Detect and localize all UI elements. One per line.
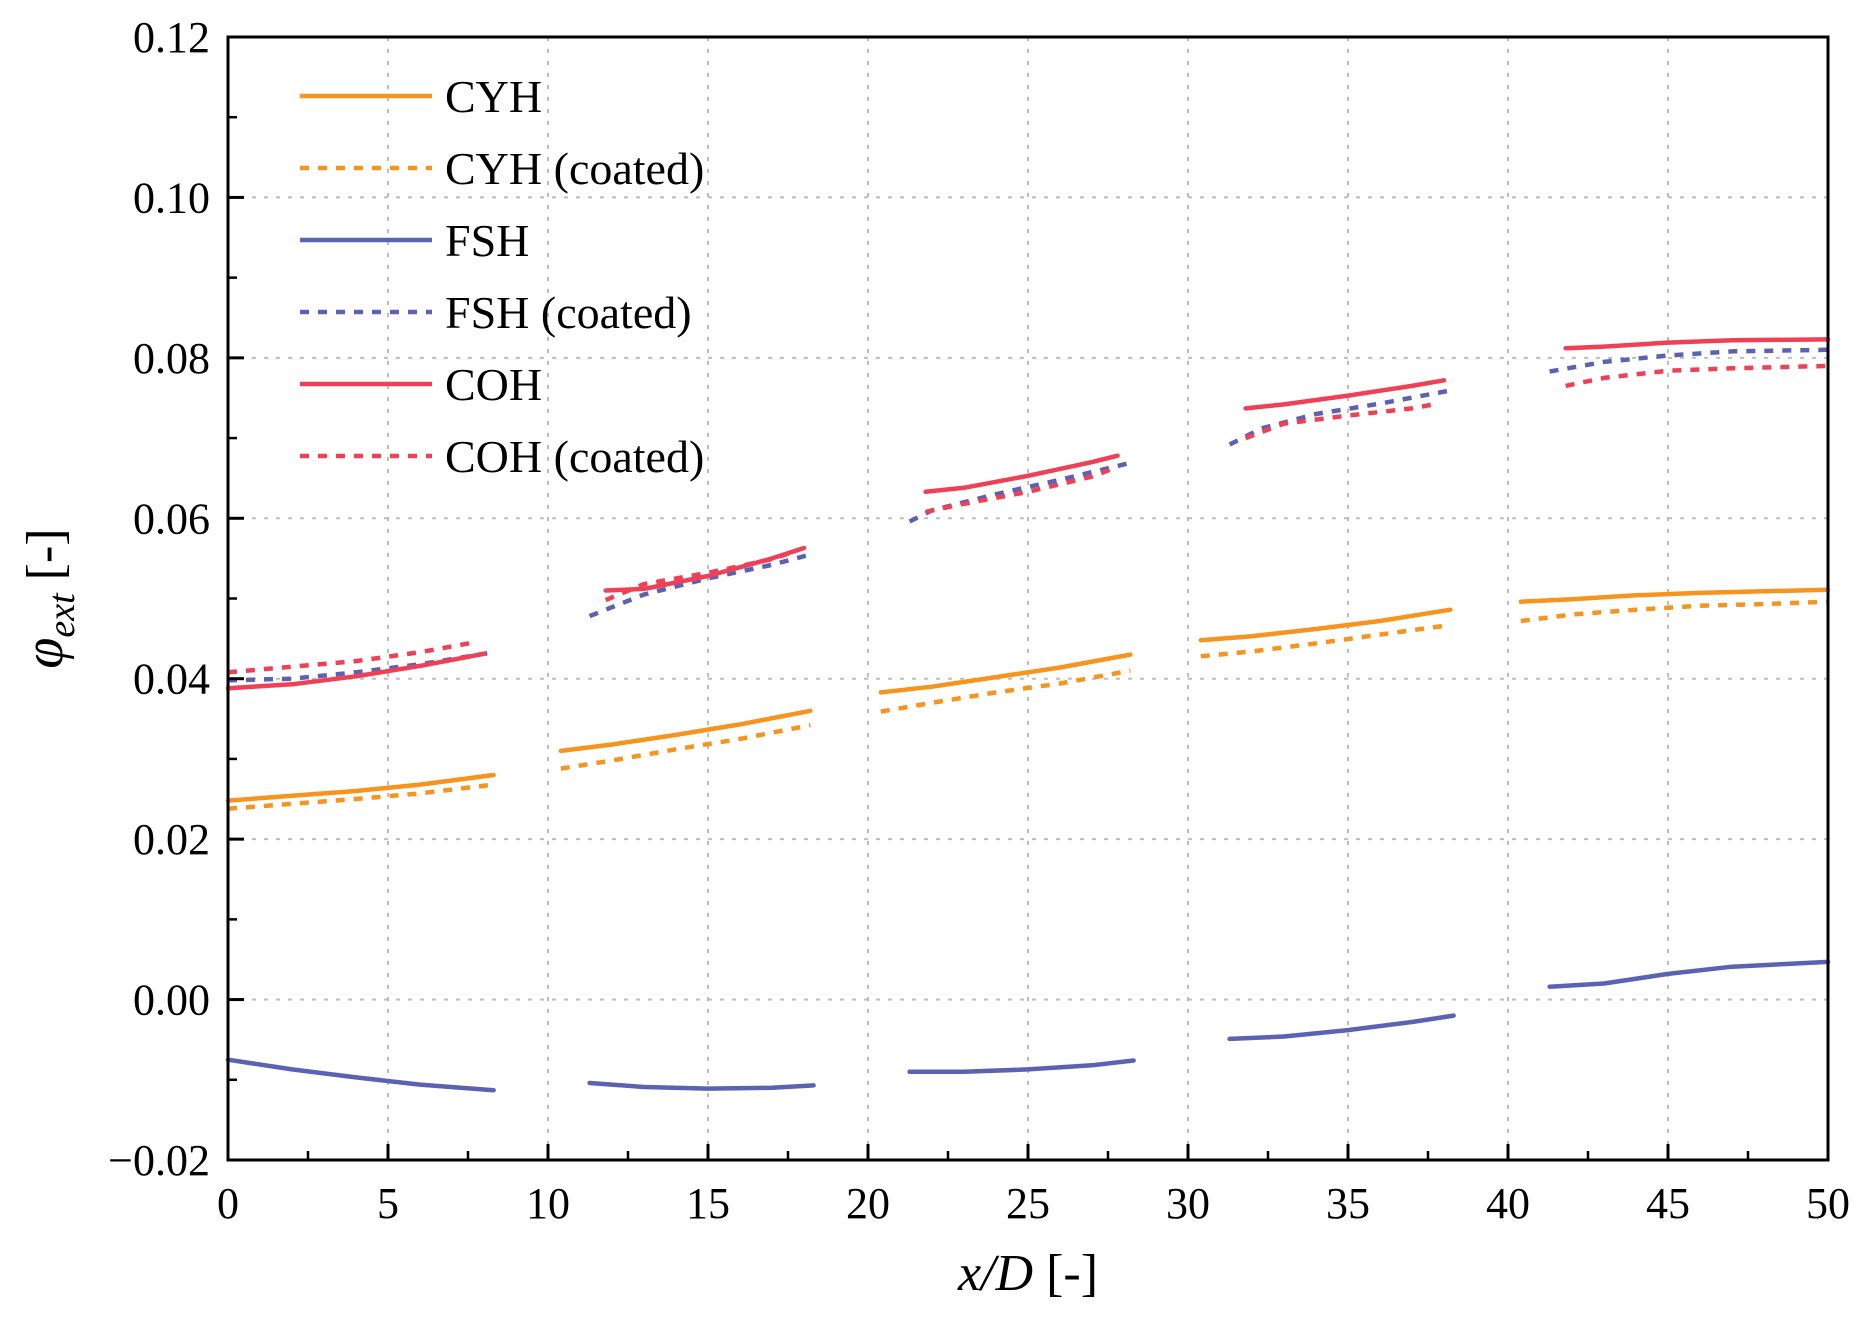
x-tick-label: 5 [377, 1179, 399, 1228]
gridlines [228, 37, 1828, 1160]
series-cyh [225, 587, 1831, 803]
y-tick-label: 0.00 [133, 976, 210, 1025]
x-tick-label: 10 [526, 1179, 570, 1228]
y-tick-label: 0.10 [133, 173, 210, 222]
y-tick-label: −0.02 [108, 1136, 210, 1185]
x-axis-unit: [-] [1033, 1245, 1098, 1302]
series-line [227, 639, 478, 675]
x-tick-label: 50 [1806, 1179, 1850, 1228]
legend-label: FSH (coated) [445, 287, 692, 338]
series-line [1549, 347, 1829, 374]
series-line [604, 548, 799, 603]
legend-label: COH [445, 359, 542, 410]
y-tick-label: 0.06 [133, 494, 210, 543]
series-line [925, 464, 1119, 515]
series-line [907, 1058, 1136, 1075]
y-tick-label: 0.08 [133, 334, 210, 383]
legend-label: FSH [445, 215, 529, 266]
series-line [880, 668, 1131, 714]
y-axis-title: φext [-] [13, 528, 83, 668]
series-line [1547, 959, 1831, 989]
series-line [1520, 599, 1829, 624]
series-coh-coated [227, 363, 1829, 675]
series-line [1563, 337, 1831, 351]
legend: CYH CYH (coated) FSH FSH (coated) COH COH (co… [300, 71, 704, 482]
x-tick-label: 20 [846, 1179, 890, 1228]
series-line [225, 1057, 496, 1093]
series-line [225, 651, 487, 691]
x-tick-label: 45 [1646, 1179, 1690, 1228]
plot-series [225, 337, 1831, 1093]
series-line [1227, 1013, 1456, 1042]
x-tick-label: 25 [1006, 1179, 1050, 1228]
y-axis-symbol: φ [13, 638, 75, 669]
series-line [1518, 587, 1831, 604]
axis-ticks: 0 5 10 15 20 25 30 35 40 45 50 −0.02 0.00 0.02 0.04 0.0… [108, 13, 1850, 1228]
series-line [923, 453, 1120, 495]
series-line [558, 708, 813, 754]
x-tick-label: 15 [686, 1179, 730, 1228]
x-tick-label: 30 [1166, 1179, 1210, 1228]
series-line [1200, 622, 1451, 659]
series-line [560, 722, 811, 771]
x-tick-label: 40 [1486, 1179, 1530, 1228]
x-axis-variable: x/D [957, 1245, 1033, 1302]
y-tick-label: 0.04 [133, 655, 210, 704]
series-fsh [225, 959, 1831, 1093]
legend-label: CYH (coated) [445, 143, 704, 194]
x-tick-label: 0 [217, 1179, 239, 1228]
series-cyh-coated [227, 599, 1829, 811]
y-tick-label: 0.02 [133, 815, 210, 864]
series-line [878, 652, 1133, 695]
series-line [227, 782, 494, 811]
series-line [908, 459, 1135, 524]
series-line [1565, 363, 1829, 389]
series-line [1243, 378, 1447, 411]
y-axis-unit: [-] [17, 528, 74, 593]
series-line [225, 772, 496, 803]
y-tick-label: 0.12 [133, 13, 210, 62]
x-axis-title: x/D [-] [957, 1245, 1098, 1302]
y-axis-subscript: ext [41, 592, 83, 638]
series-line [587, 1080, 816, 1091]
legend-label: CYH [445, 71, 542, 122]
legend-label: COH (coated) [445, 431, 704, 482]
series-line [588, 551, 815, 619]
series-line [1198, 607, 1453, 643]
x-tick-label: 35 [1326, 1179, 1370, 1228]
